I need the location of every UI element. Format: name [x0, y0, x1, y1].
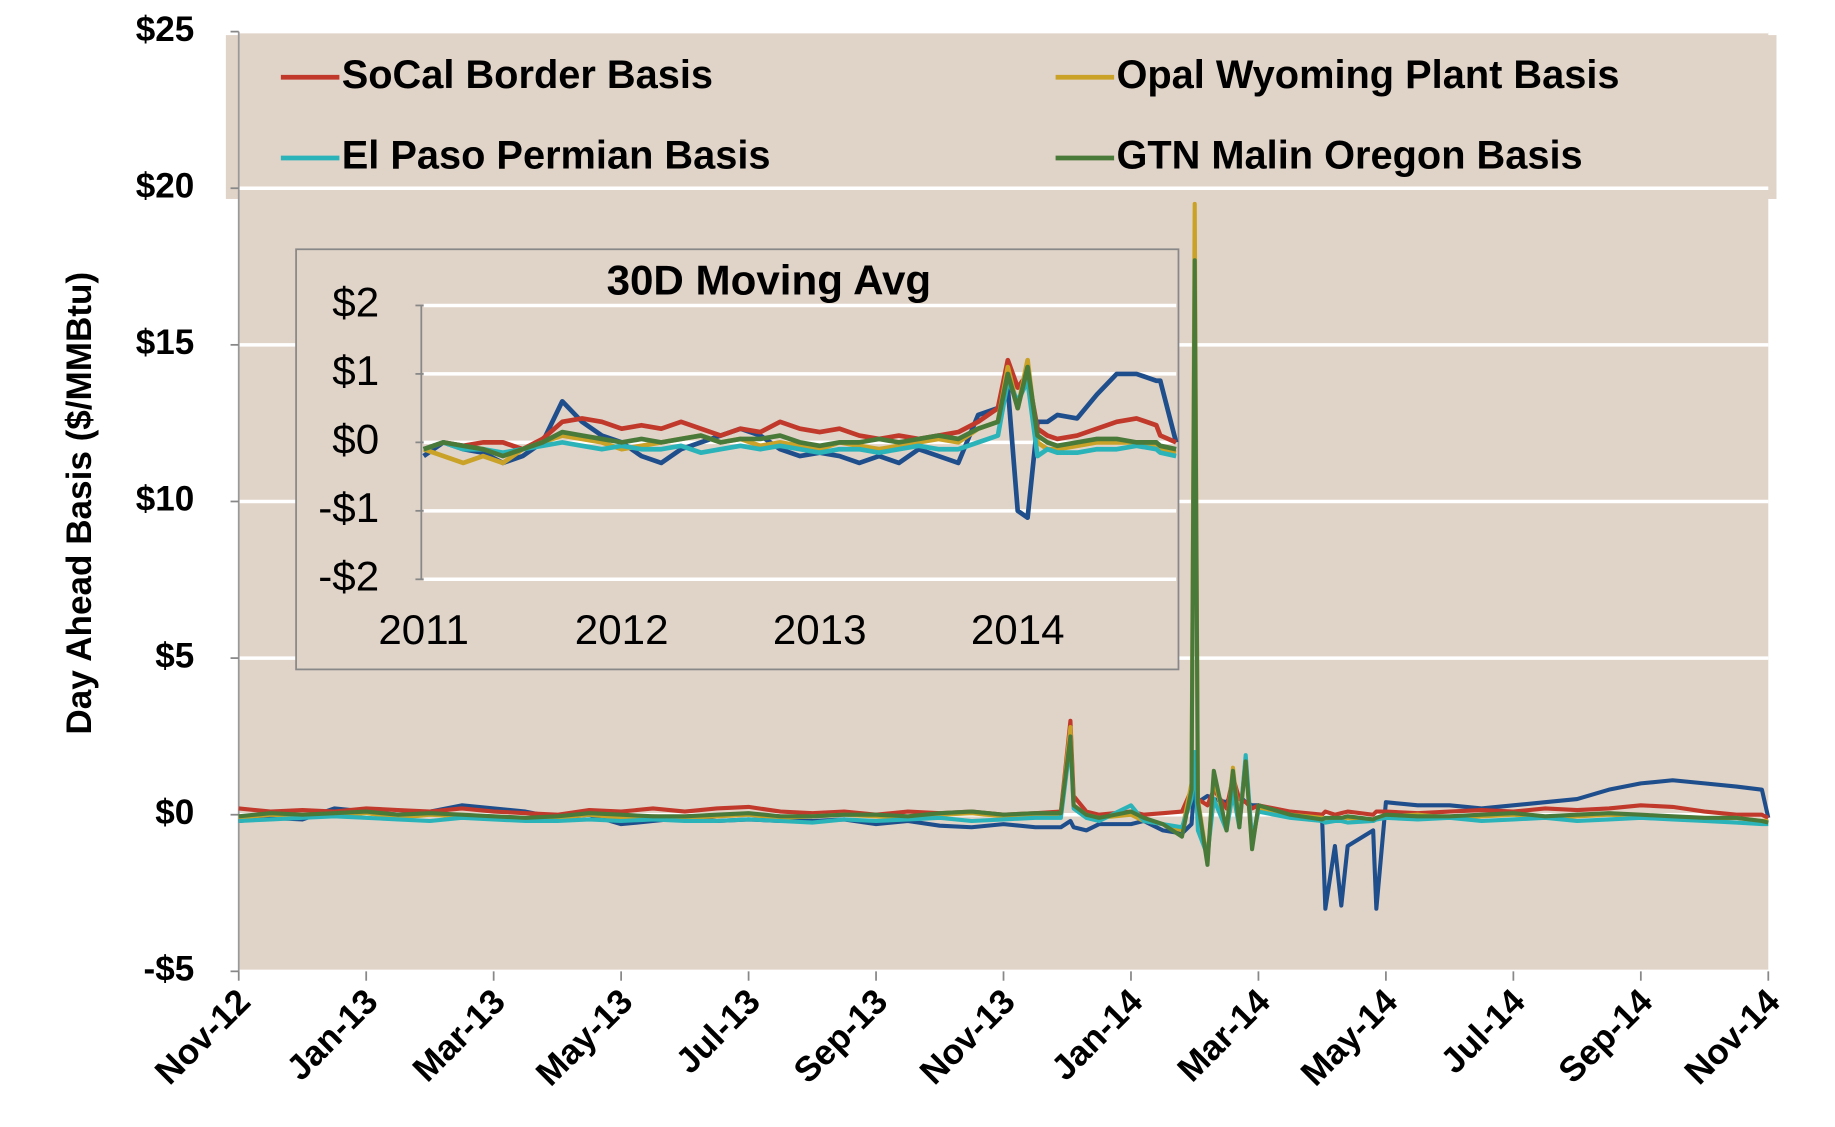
- x-tick-label: May-13: [529, 982, 641, 1094]
- legend-box: [225, 35, 1777, 199]
- inset-title: 30D Moving Avg: [607, 256, 932, 303]
- legend-label: Opal Wyoming Plant Basis: [1116, 53, 1619, 97]
- x-tick-label: Jul-13: [669, 982, 768, 1081]
- y-tick-label: $5: [155, 636, 194, 675]
- y-tick-label: $20: [136, 166, 195, 205]
- y-tick-label: $10: [136, 480, 195, 519]
- y-tick-label: $15: [136, 323, 195, 362]
- legend-label: El Paso Permian Basis: [342, 134, 771, 178]
- series-line: [238, 258, 1769, 867]
- y-tick-label: -$5: [144, 950, 195, 989]
- series-line: [422, 364, 1177, 459]
- x-tick-label: Jan-13: [279, 982, 385, 1088]
- y-tick-label: $0: [155, 793, 194, 832]
- series-line: [422, 357, 1178, 452]
- y-axis-title: Day Ahead Basis ($/MMBtu): [60, 272, 99, 735]
- x-tick-label: Mar-13: [405, 982, 513, 1090]
- x-tick-label: 2014: [971, 606, 1065, 653]
- y-tick-label: -$2: [318, 552, 379, 599]
- x-tick-label: Nov-12: [148, 982, 258, 1092]
- x-tick-label: 2011: [378, 606, 469, 653]
- x-tick-label: Sep-14: [1551, 981, 1660, 1090]
- x-tick-label: Nov-14: [1677, 981, 1788, 1092]
- inset-layer: -$2 -$1 $0 $1 $2 2011 2012 2013 2014: [318, 279, 1179, 653]
- x-tick-label: Jul-14: [1433, 981, 1533, 1081]
- x-tick-label: Mar-14: [1170, 981, 1278, 1089]
- series-line: [238, 718, 1770, 820]
- y-tick-label: $25: [136, 10, 195, 49]
- y-tick-label: -$1: [318, 484, 379, 531]
- series-line: [422, 371, 1179, 521]
- x-tick-label: Sep-13: [786, 982, 895, 1091]
- x-tick-label: Jan-14: [1044, 981, 1151, 1088]
- x-tick-label: 2012: [575, 606, 669, 653]
- legend-label: GTN Malin Oregon Basis: [1116, 134, 1582, 178]
- y-tick-label: $2: [332, 279, 379, 326]
- x-tick-label: Nov-13: [912, 982, 1022, 1092]
- y-tick-label: $0: [332, 416, 379, 463]
- x-tick-label: 2013: [773, 606, 867, 653]
- series-line: [422, 378, 1177, 459]
- y-tick-label: $1: [332, 347, 379, 394]
- x-tick-label: May-14: [1293, 981, 1405, 1093]
- legend-label: SoCal Border Basis: [342, 53, 713, 97]
